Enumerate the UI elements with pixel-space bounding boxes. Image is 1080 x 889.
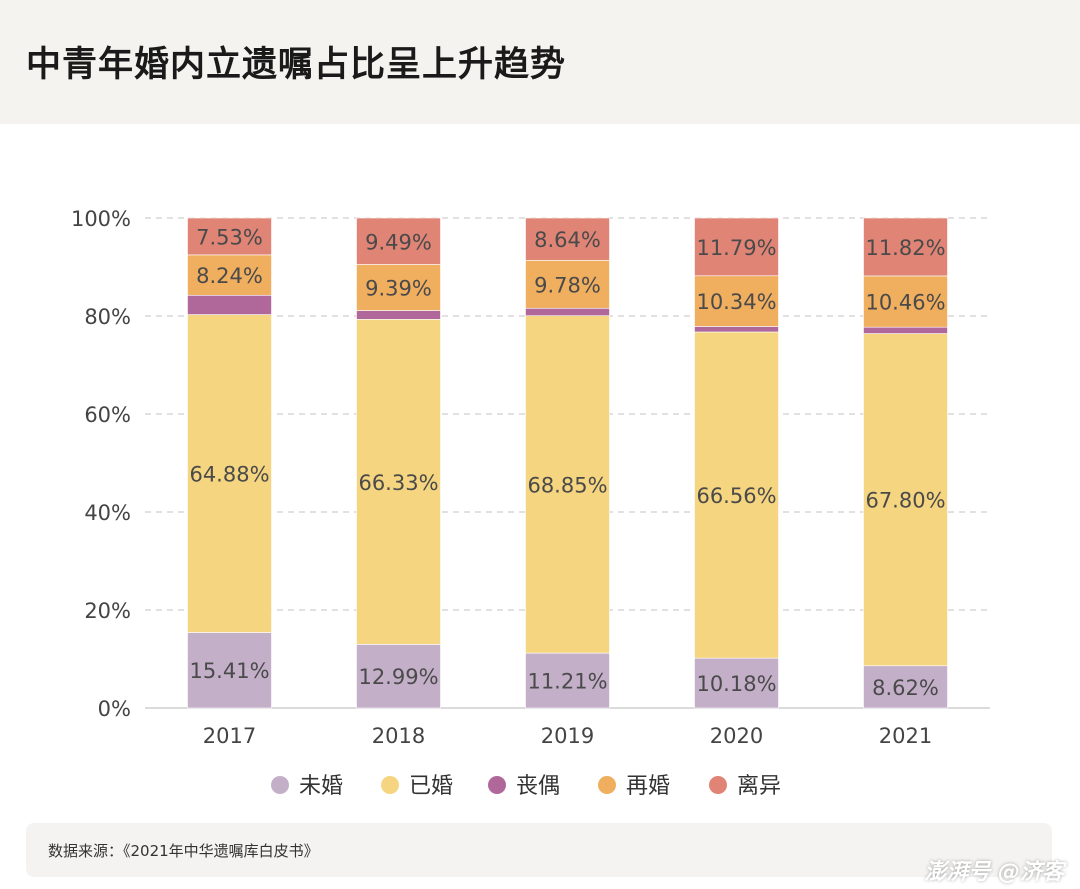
legend-marker xyxy=(598,776,616,794)
bar-segment xyxy=(525,217,610,261)
source-box: 数据来源：《2021年中华遗嘱库白皮书》 xyxy=(26,823,1052,877)
legend-label: 已婚 xyxy=(409,774,453,799)
bar-segment xyxy=(525,315,610,654)
bar-segment xyxy=(863,217,948,277)
bar-segment xyxy=(187,217,272,256)
bar-segment xyxy=(187,632,272,709)
data-label: 11.82% xyxy=(865,236,945,260)
data-label: 9.78% xyxy=(534,273,601,297)
bar-segment xyxy=(356,319,441,645)
y-tick-label: 80% xyxy=(84,305,131,329)
legend-marker xyxy=(271,776,289,794)
y-tick-label: 20% xyxy=(84,599,131,623)
data-label: 64.88% xyxy=(189,463,269,487)
bar-segment xyxy=(187,314,272,633)
bar-segment xyxy=(525,307,610,317)
bar-segment xyxy=(694,657,779,709)
y-tick-label: 60% xyxy=(84,403,131,427)
bar-segment xyxy=(863,326,948,334)
legend-marker xyxy=(381,776,399,794)
y-tick-label: 40% xyxy=(84,501,131,525)
x-tick-label: 2021 xyxy=(879,724,932,748)
watermark: 澎湃号 @济客 xyxy=(924,860,1064,885)
data-label: 7.53% xyxy=(196,225,263,249)
data-label: 15.41% xyxy=(189,659,269,683)
legend-label: 丧偶 xyxy=(516,774,560,799)
data-label: 8.64% xyxy=(534,228,601,252)
data-label: 10.18% xyxy=(696,672,776,696)
legend-label: 离异 xyxy=(737,774,781,799)
data-label: 12.99% xyxy=(358,665,438,689)
bar-segment xyxy=(356,264,441,311)
data-label: 68.85% xyxy=(527,473,607,497)
data-label: 10.46% xyxy=(865,291,945,315)
source-text: 数据来源：《2021年中华遗嘱库白皮书》 xyxy=(48,842,319,860)
data-label: 8.62% xyxy=(872,676,939,700)
data-label: 11.79% xyxy=(696,236,776,260)
bar-segment xyxy=(356,644,441,709)
x-tick-label: 2018 xyxy=(372,724,425,748)
bar-segment xyxy=(525,652,610,709)
legend-label: 未婚 xyxy=(299,774,343,799)
data-label: 67.80% xyxy=(865,489,945,513)
bar-segment xyxy=(863,275,948,328)
x-tick-label: 2019 xyxy=(541,724,594,748)
bar-segment xyxy=(694,326,779,333)
data-label: 10.34% xyxy=(696,290,776,314)
data-label: 11.21% xyxy=(527,670,607,694)
data-label: 9.39% xyxy=(365,277,432,301)
page-title: 中青年婚内立遗嘱占比呈上升趋势 xyxy=(26,45,567,85)
y-tick-label: 0% xyxy=(98,697,131,721)
legend-label: 再婚 xyxy=(626,774,670,799)
data-label: 66.56% xyxy=(696,484,776,508)
bar-segment xyxy=(694,217,779,277)
bar-segment xyxy=(694,275,779,327)
data-label: 66.33% xyxy=(358,471,438,495)
bar-segment xyxy=(694,331,779,659)
bar-segment xyxy=(356,310,441,320)
x-tick-label: 2017 xyxy=(203,724,256,748)
bar-segment xyxy=(525,260,610,309)
bar-segment xyxy=(356,217,441,265)
bar-segment xyxy=(187,294,272,315)
header-band: 中青年婚内立遗嘱占比呈上升趋势 xyxy=(0,0,1080,124)
bar-segment xyxy=(863,333,948,667)
stacked-bar-chart: 0% 20% 40% 60% 80% 100% 15.41% 64.88% 8.24% 7.53%… xyxy=(71,207,990,799)
data-label: 9.49% xyxy=(365,230,432,254)
legend-marker xyxy=(488,776,506,794)
data-label: 8.24% xyxy=(196,264,263,288)
legend-marker xyxy=(709,776,727,794)
y-tick-label: 100% xyxy=(71,207,131,231)
x-tick-label: 2020 xyxy=(710,724,763,748)
